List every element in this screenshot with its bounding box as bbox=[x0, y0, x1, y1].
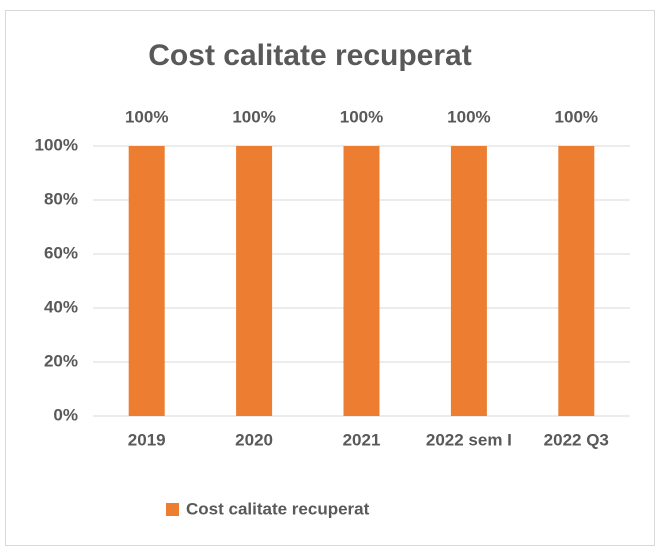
legend-swatch bbox=[166, 503, 179, 516]
y-tick-label: 20% bbox=[44, 351, 78, 370]
chart-title: Cost calitate recuperat bbox=[148, 39, 471, 72]
y-tick-label: 40% bbox=[44, 297, 78, 316]
y-tick-label: 0% bbox=[53, 405, 78, 424]
y-tick-label: 60% bbox=[44, 243, 78, 262]
x-tick-label: 2021 bbox=[343, 430, 381, 449]
bar bbox=[128, 146, 165, 416]
x-tick-label: 2020 bbox=[235, 430, 273, 449]
bar bbox=[450, 146, 487, 416]
data-label: 100% bbox=[232, 107, 275, 126]
chart-border bbox=[5, 10, 655, 546]
data-label: 100% bbox=[340, 107, 383, 126]
data-label: 100% bbox=[555, 107, 598, 126]
y-tick-label: 80% bbox=[44, 189, 78, 208]
x-tick-label: 2022 Q3 bbox=[544, 430, 609, 449]
y-tick-label: 100% bbox=[35, 135, 78, 154]
data-label: 100% bbox=[447, 107, 490, 126]
bar bbox=[558, 146, 595, 416]
legend-label: Cost calitate recuperat bbox=[186, 499, 370, 518]
x-tick-label: 2022 sem I bbox=[426, 430, 512, 449]
bar bbox=[343, 146, 380, 416]
x-tick-label: 2019 bbox=[128, 430, 166, 449]
bar bbox=[236, 146, 273, 416]
data-label: 100% bbox=[125, 107, 168, 126]
